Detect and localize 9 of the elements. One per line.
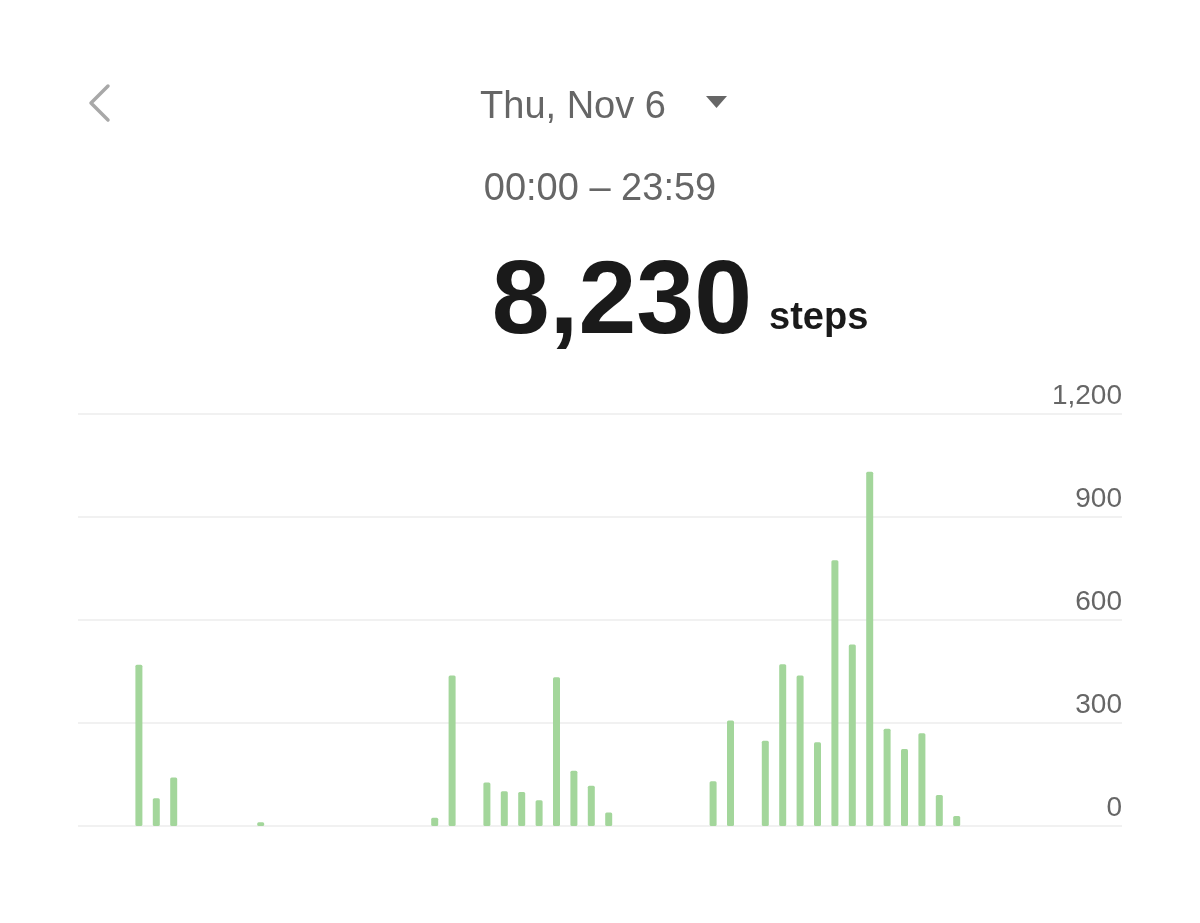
y-tick-label: 1,200 xyxy=(1051,379,1122,410)
chart-title: Thu, Nov 6 xyxy=(480,84,666,126)
y-tick-label: 0 xyxy=(1106,791,1122,822)
text: 8,230 xyxy=(491,239,752,355)
y-tick-label: 900 xyxy=(1075,482,1122,513)
text: steps xyxy=(769,295,869,337)
chart-subtitle: 00:00 – 23:59 xyxy=(483,166,717,208)
y-tick-label: 600 xyxy=(1075,585,1122,616)
y-tick-label: 300 xyxy=(1075,688,1122,719)
